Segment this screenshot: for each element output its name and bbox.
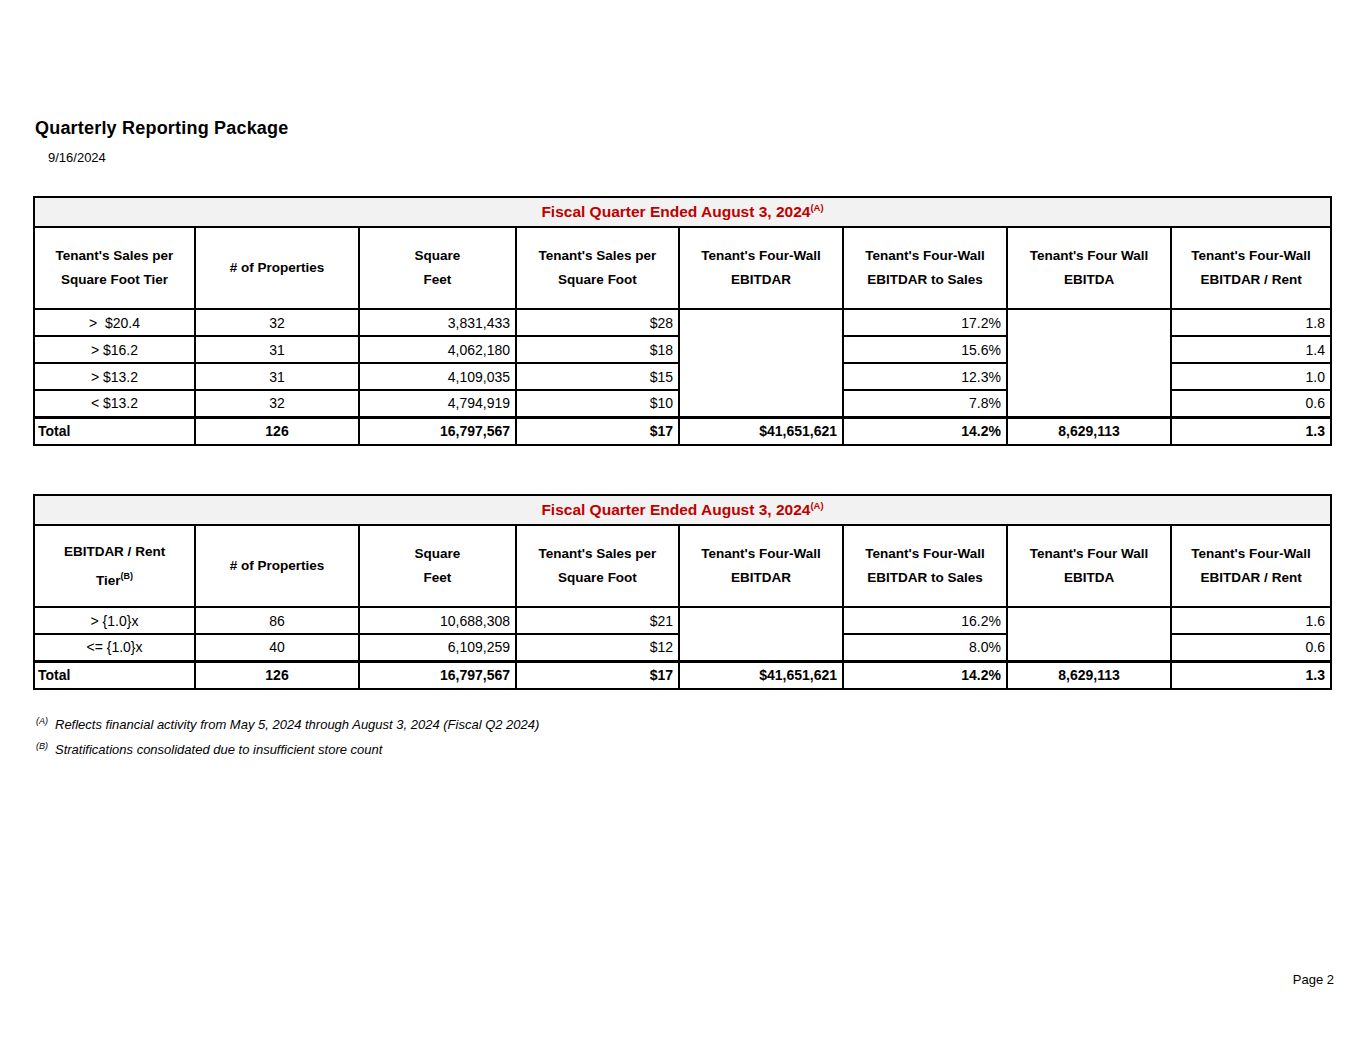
square-feet-cell: 3,831,433 bbox=[359, 309, 516, 336]
ebitdar-rent-cell: 1.8 bbox=[1171, 309, 1331, 336]
report-title: Quarterly Reporting Package bbox=[35, 118, 288, 139]
ebitdar-to-sales-cell: 15.6% bbox=[843, 336, 1007, 363]
total-ebitda-cell: 8,629,113 bbox=[1007, 417, 1171, 445]
col-header-ebitdar-to-sales: Tenant's Four-WallEBITDAR to Sales bbox=[843, 227, 1007, 309]
col-header-ebitdar-rent-tier: EBITDAR / Rent Tier(B) bbox=[34, 525, 195, 607]
total-row: Total 126 16,797,567 $17 $41,651,621 14.… bbox=[34, 417, 1331, 445]
footnote-a: (A) Reflects financial activity from May … bbox=[36, 716, 539, 732]
tier-cell: > $20.4 bbox=[34, 309, 195, 336]
sales-psf-cell: $12 bbox=[516, 634, 679, 661]
total-sales-psf-cell: $17 bbox=[516, 417, 679, 445]
ebitdar-to-sales-cell: 16.2% bbox=[843, 607, 1007, 634]
report-date: 9/16/2024 bbox=[48, 150, 106, 165]
square-feet-cell: 4,109,035 bbox=[359, 363, 516, 390]
col-header-ebitda: Tenant's Four WallEBITDA bbox=[1007, 525, 1171, 607]
col-header-ebitdar-rent: Tenant's Four-WallEBITDAR / Rent bbox=[1171, 227, 1331, 309]
properties-cell: 32 bbox=[195, 309, 359, 336]
total-ebitdar-rent-cell: 1.3 bbox=[1171, 661, 1331, 689]
square-feet-cell: 4,062,180 bbox=[359, 336, 516, 363]
col-header-num-properties: # of Properties bbox=[195, 525, 359, 607]
ebitdar-rent-cell: 0.6 bbox=[1171, 390, 1331, 417]
col-header-ebitdar: Tenant's Four-WallEBITDAR bbox=[679, 525, 843, 607]
banner-text: Fiscal Quarter Ended August 3, 2024 bbox=[541, 502, 810, 519]
total-ebitdar-cell: $41,651,621 bbox=[679, 661, 843, 689]
properties-cell: 31 bbox=[195, 363, 359, 390]
ebitdar-rent-cell: 1.4 bbox=[1171, 336, 1331, 363]
ebitdar-rent-cell: 1.6 bbox=[1171, 607, 1331, 634]
square-feet-cell: 10,688,308 bbox=[359, 607, 516, 634]
total-ebitdar-rent-cell: 1.3 bbox=[1171, 417, 1331, 445]
square-feet-cell: 6,109,259 bbox=[359, 634, 516, 661]
properties-cell: 32 bbox=[195, 390, 359, 417]
table2-banner: Fiscal Quarter Ended August 3, 2024(A) bbox=[34, 495, 1331, 525]
ebitdar-rent-cell: 0.6 bbox=[1171, 634, 1331, 661]
col-header-num-properties: # of Properties bbox=[195, 227, 359, 309]
col-header-ebitdar-to-sales: Tenant's Four-WallEBITDAR to Sales bbox=[843, 525, 1007, 607]
ebitdar-to-sales-cell: 8.0% bbox=[843, 634, 1007, 661]
table2-banner-row: Fiscal Quarter Ended August 3, 2024(A) bbox=[34, 495, 1331, 525]
tier-cell: <= {1.0}x bbox=[34, 634, 195, 661]
col-header-sales-psf: Tenant's Sales perSquare Foot bbox=[516, 227, 679, 309]
table2-header-row: EBITDAR / Rent Tier(B) # of Properties S… bbox=[34, 525, 1331, 607]
sales-psf-cell: $28 bbox=[516, 309, 679, 336]
footnote-ref-a: (A) bbox=[810, 500, 823, 511]
sales-psf-cell: $10 bbox=[516, 390, 679, 417]
tier-cell: > $16.2 bbox=[34, 336, 195, 363]
table1-header-row: Tenant's Sales perSquare Foot Tier # of … bbox=[34, 227, 1331, 309]
table1-banner-row: Fiscal Quarter Ended August 3, 2024(A) bbox=[34, 197, 1331, 227]
footnote-a-marker: (A) bbox=[36, 716, 48, 726]
sales-per-square-foot-tier-table: Fiscal Quarter Ended August 3, 2024(A) T… bbox=[33, 196, 1332, 446]
ebitdar-to-sales-cell: 17.2% bbox=[843, 309, 1007, 336]
total-row: Total 126 16,797,567 $17 $41,651,621 14.… bbox=[34, 661, 1331, 689]
total-properties-cell: 126 bbox=[195, 417, 359, 445]
properties-cell: 31 bbox=[195, 336, 359, 363]
page-number: Page 2 bbox=[1293, 972, 1334, 987]
footnote-ref-a: (A) bbox=[810, 202, 823, 213]
tier-cell: < $13.2 bbox=[34, 390, 195, 417]
sales-psf-cell: $15 bbox=[516, 363, 679, 390]
properties-cell: 86 bbox=[195, 607, 359, 634]
col-header-square-feet: SquareFeet bbox=[359, 227, 516, 309]
col-header-ebitdar-rent: Tenant's Four-WallEBITDAR / Rent bbox=[1171, 525, 1331, 607]
footnote-b-text: Stratifications consolidated due to insu… bbox=[55, 742, 382, 757]
tier-cell: > $13.2 bbox=[34, 363, 195, 390]
col-header-ebitdar: Tenant's Four-WallEBITDAR bbox=[679, 227, 843, 309]
ebitda-empty-cell bbox=[1007, 607, 1171, 661]
total-square-feet-cell: 16,797,567 bbox=[359, 417, 516, 445]
total-sales-psf-cell: $17 bbox=[516, 661, 679, 689]
sales-psf-cell: $21 bbox=[516, 607, 679, 634]
col-header-sales-psf: Tenant's Sales perSquare Foot bbox=[516, 525, 679, 607]
total-label-cell: Total bbox=[34, 417, 195, 445]
banner-text: Fiscal Quarter Ended August 3, 2024 bbox=[541, 204, 810, 221]
col-header-ebitda: Tenant's Four WallEBITDA bbox=[1007, 227, 1171, 309]
total-ebitdar-to-sales-cell: 14.2% bbox=[843, 661, 1007, 689]
table1-banner: Fiscal Quarter Ended August 3, 2024(A) bbox=[34, 197, 1331, 227]
total-ebitdar-cell: $41,651,621 bbox=[679, 417, 843, 445]
sales-psf-cell: $18 bbox=[516, 336, 679, 363]
ebitdar-rent-tier-table: Fiscal Quarter Ended August 3, 2024(A) E… bbox=[33, 494, 1332, 690]
footnote-a-text: Reflects financial activity from May 5, … bbox=[55, 717, 539, 732]
tier-cell: > {1.0}x bbox=[34, 607, 195, 634]
square-feet-cell: 4,794,919 bbox=[359, 390, 516, 417]
table-row: > $20.4 32 3,831,433 $28 17.2% 1.8 bbox=[34, 309, 1331, 336]
total-properties-cell: 126 bbox=[195, 661, 359, 689]
ebitdar-empty-cell bbox=[679, 607, 843, 661]
col-header-square-feet: SquareFeet bbox=[359, 525, 516, 607]
total-ebitdar-to-sales-cell: 14.2% bbox=[843, 417, 1007, 445]
col-header-sales-psf-tier: Tenant's Sales perSquare Foot Tier bbox=[34, 227, 195, 309]
total-ebitda-cell: 8,629,113 bbox=[1007, 661, 1171, 689]
footnote-ref-b: (B) bbox=[121, 571, 134, 581]
properties-cell: 40 bbox=[195, 634, 359, 661]
total-square-feet-cell: 16,797,567 bbox=[359, 661, 516, 689]
table-row: > {1.0}x 86 10,688,308 $21 16.2% 1.6 bbox=[34, 607, 1331, 634]
footnote-b: (B) Stratifications consolidated due to i… bbox=[36, 741, 382, 757]
total-label-cell: Total bbox=[34, 661, 195, 689]
ebitda-empty-cell bbox=[1007, 309, 1171, 417]
ebitdar-to-sales-cell: 12.3% bbox=[843, 363, 1007, 390]
ebitdar-rent-cell: 1.0 bbox=[1171, 363, 1331, 390]
ebitdar-to-sales-cell: 7.8% bbox=[843, 390, 1007, 417]
footnote-b-marker: (B) bbox=[36, 741, 48, 751]
ebitdar-empty-cell bbox=[679, 309, 843, 417]
